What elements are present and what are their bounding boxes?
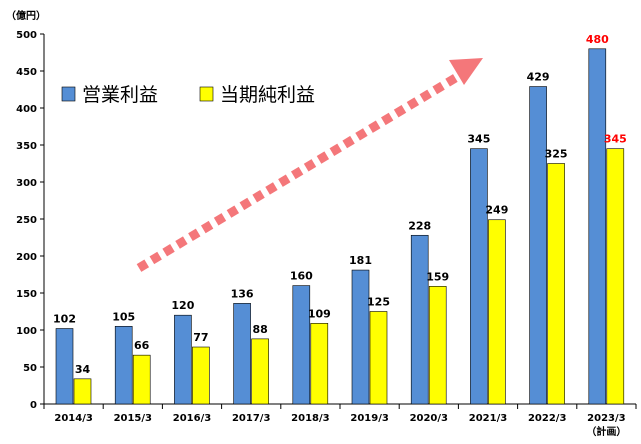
bar-net-profit xyxy=(428,286,447,405)
bar-operating-profit xyxy=(470,148,488,405)
legend-label: 当期純利益 xyxy=(220,84,315,106)
bar-operating-profit xyxy=(55,328,74,405)
x-tick-label: 2018/3 xyxy=(291,413,329,424)
trend-arrow xyxy=(136,58,483,272)
y-tick-label: 500 xyxy=(16,30,37,41)
bar-operating-profit xyxy=(588,48,607,405)
y-tick-label: 50 xyxy=(23,363,37,374)
bar-net-profit xyxy=(192,346,210,405)
x-tick-label: 2019/3 xyxy=(350,413,388,424)
bar-net-profit xyxy=(132,354,151,405)
y-tick-label: 350 xyxy=(16,141,37,152)
y-tick-label: 200 xyxy=(16,252,37,263)
x-tick-label: 2021/3 xyxy=(469,413,507,424)
data-label: 160 xyxy=(290,270,313,283)
bar-net-profit xyxy=(369,311,388,405)
data-label: 109 xyxy=(308,307,331,320)
data-label: 159 xyxy=(426,270,449,283)
data-label: 181 xyxy=(349,254,372,267)
y-tick-label: 250 xyxy=(16,215,37,226)
x-tick-label: 2022/3 xyxy=(528,413,566,424)
bar-net-profit xyxy=(606,148,625,405)
x-tick-note: （計画） xyxy=(586,425,626,438)
x-tick-label: 2023/3 xyxy=(587,413,625,424)
data-label: 429 xyxy=(527,71,550,84)
data-label: 120 xyxy=(171,299,194,312)
data-label: 345 xyxy=(467,133,490,146)
y-axis: 0 50 100 150 200 250 300 350 400 450 500 xyxy=(16,30,45,411)
bar-net-profit xyxy=(547,163,565,405)
data-label: 345 xyxy=(604,133,627,146)
bar-net-profit xyxy=(251,338,269,405)
x-tick-label: 2017/3 xyxy=(232,413,270,424)
data-label: 125 xyxy=(367,296,390,309)
legend: 営業利益 当期純利益 xyxy=(61,84,315,106)
y-tick-label: 100 xyxy=(16,326,37,337)
bar-operating-profit xyxy=(351,269,370,405)
legend-swatch xyxy=(199,86,214,102)
x-tick-label: 2016/3 xyxy=(173,413,211,424)
data-label: 77 xyxy=(193,331,208,344)
data-label: 105 xyxy=(112,310,135,323)
bar-net-profit xyxy=(488,219,506,405)
trend-arrow-shaft xyxy=(136,73,460,272)
y-tick-label: 300 xyxy=(16,178,37,189)
bar-operating-profit xyxy=(410,234,429,405)
y-tick-label: 450 xyxy=(16,67,37,78)
data-label: 34 xyxy=(75,363,91,376)
bar-operating-profit xyxy=(292,285,311,405)
trend-arrow-head xyxy=(449,58,483,85)
y-axis-unit-label: （億円） xyxy=(6,9,46,22)
data-label: 88 xyxy=(252,323,267,336)
data-label: 228 xyxy=(408,219,431,232)
x-axis: 2014/3 2015/3 2016/3 2017/3 2018/3 2019/3 2020… xyxy=(43,403,637,438)
x-tick-label: 2015/3 xyxy=(114,413,152,424)
x-tick-label: 2014/3 xyxy=(54,413,92,424)
bar-operating-profit xyxy=(174,314,192,405)
data-labels-layer: 102 105 120 136 160 181 228 345 429 480 34 66 77 88 10… xyxy=(53,33,627,376)
bar-net-profit xyxy=(73,378,92,405)
legend-label: 営業利益 xyxy=(82,84,158,106)
bar-operating-profit xyxy=(529,86,547,405)
data-label: 249 xyxy=(485,204,508,217)
bar-operating-profit xyxy=(114,325,133,405)
bar-net-profit xyxy=(310,323,329,405)
bars-layer xyxy=(55,48,625,405)
y-tick-label: 400 xyxy=(16,104,37,115)
data-label: 480 xyxy=(586,33,609,46)
data-label: 325 xyxy=(545,148,568,161)
y-tick-label: 0 xyxy=(30,400,37,411)
bar-operating-profit xyxy=(233,303,251,405)
y-tick-label: 150 xyxy=(16,289,37,300)
x-tick-label: 2020/3 xyxy=(410,413,448,424)
data-label: 66 xyxy=(134,339,150,352)
data-label: 102 xyxy=(53,313,76,326)
data-label: 136 xyxy=(231,287,254,300)
legend-swatch xyxy=(61,86,76,102)
